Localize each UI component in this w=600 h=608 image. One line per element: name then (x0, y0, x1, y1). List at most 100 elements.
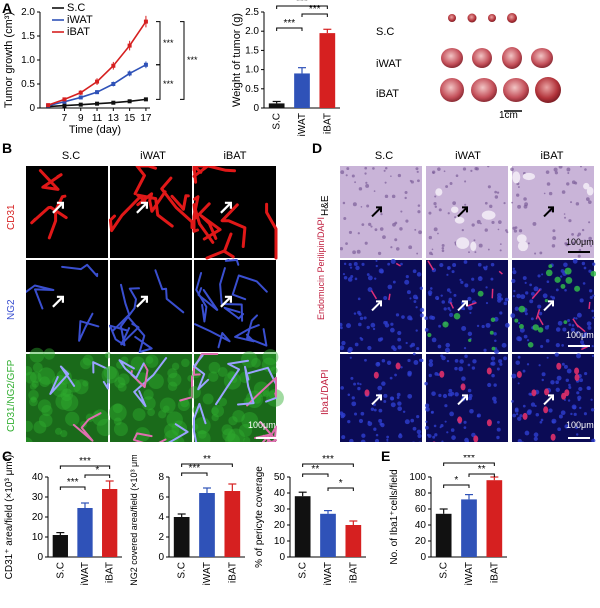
d-dapi-nucleus (580, 340, 585, 345)
d-iba1-cell (550, 433, 556, 441)
photo-row-label-ibat: iBAT (376, 88, 400, 100)
d-dapi-nucleus (463, 420, 467, 424)
d-dapi-nucleus (493, 383, 497, 387)
d-iba1-cell (364, 389, 370, 397)
b-tile-r1-c0 (26, 260, 108, 352)
b-arrow-head (140, 295, 148, 303)
d-dapi-nucleus (546, 356, 549, 359)
d-he-adipocyte (512, 171, 521, 184)
d-dapi-nucleus (499, 296, 502, 299)
d-scale-label-1: 100μm (566, 237, 594, 247)
d-dapi-nucleus (427, 434, 432, 438)
b-gfp-cell (73, 379, 89, 395)
d-he-nucleus (360, 206, 363, 208)
d-dapi-nucleus (434, 371, 439, 376)
d-row-iba1: Iba1/DAPI (320, 369, 331, 415)
growth-sig-bracket-3 (180, 21, 185, 100)
d-dapi-nucleus (448, 297, 453, 302)
d-he-nucleus (343, 216, 347, 220)
d-he-nucleus (478, 243, 483, 248)
b-arrow-icon (52, 202, 64, 214)
d-dapi-nucleus (526, 339, 530, 342)
bar-category-label: iBAT (348, 562, 359, 583)
d-dapi-nucleus (499, 362, 503, 366)
d-he-nucleus (345, 174, 348, 177)
growth-xtick-label: 9 (78, 113, 84, 124)
growth-point (62, 97, 67, 102)
d-dapi-nucleus (515, 360, 520, 365)
d-dapi-nucleus (390, 396, 395, 401)
d-dapi-nucleus (383, 393, 388, 398)
d-arrow-head (376, 300, 382, 307)
d-endomucin-vessel (572, 318, 580, 328)
photo-scale-label: 1cm (499, 110, 518, 121)
d-dapi-nucleus (512, 267, 516, 271)
d-dapi-nucleus (417, 433, 422, 439)
d-dapi-nucleus (440, 424, 444, 428)
d-dapi-nucleus (571, 324, 575, 327)
d-dapi-nucleus (496, 427, 501, 432)
b-vessel (170, 194, 190, 211)
d-dapi-nucleus (380, 422, 385, 428)
d-dapi-nucleus (498, 359, 503, 364)
b-gfp-cell (270, 366, 278, 375)
b-gfp-cell (101, 366, 119, 384)
d-he-nucleus (437, 167, 441, 171)
d-dapi-nucleus (520, 294, 526, 300)
d-dapi-nucleus (424, 425, 429, 430)
b-vessel (136, 193, 174, 228)
d-dapi-nucleus (340, 386, 344, 390)
b-gfp-cell (262, 390, 270, 397)
d-he-nucleus (351, 174, 355, 178)
b-image-grid (26, 166, 284, 442)
bar-category-label: S.C (177, 562, 188, 579)
d-he-nucleus (471, 223, 475, 227)
d-dapi-nucleus (577, 395, 582, 400)
d-dapi-nucleus (398, 433, 403, 439)
d-he-nucleus (464, 180, 467, 183)
d-dapi-nucleus (491, 373, 495, 378)
bar-iWAT (77, 508, 93, 557)
d-dapi-nucleus (412, 352, 416, 356)
d-he-nucleus (441, 249, 445, 253)
b-gfp-cell (208, 371, 219, 382)
d-dapi-nucleus (430, 411, 434, 414)
d-dapi-nucleus (555, 342, 560, 348)
d-dapi-nucleus (449, 411, 455, 417)
d-dapi-nucleus (358, 418, 364, 424)
growth-ytick-label: 1.5 (21, 31, 35, 42)
b-gfp-cell (112, 403, 123, 414)
d-he-nucleus (397, 173, 402, 178)
d-dapi-nucleus (378, 268, 384, 274)
d-arrow-icon (371, 206, 382, 218)
d-dapi-nucleus (555, 327, 561, 332)
bar-sig-label: *** (463, 455, 475, 464)
d-dapi-nucleus (360, 337, 364, 341)
bar-category-label: S.C (272, 113, 283, 130)
b-gfp-cell (262, 349, 279, 366)
b-gfp-cell (92, 409, 109, 426)
d-dapi-nucleus (353, 312, 357, 315)
d-he-nucleus (431, 248, 434, 251)
d-perilipin (537, 327, 544, 333)
growth-xtick-label: 13 (108, 113, 120, 124)
d-dapi-nucleus (467, 296, 472, 301)
d-dapi-nucleus (546, 280, 550, 284)
d-dapi-nucleus (533, 286, 539, 292)
b-arrow-icon (136, 296, 148, 308)
d-he-nucleus (587, 200, 592, 204)
b-vessel (215, 359, 249, 406)
d-dapi-nucleus (383, 399, 387, 403)
b-vessel (192, 166, 214, 178)
d-dapi-nucleus (467, 363, 471, 367)
d-he-nucleus (487, 248, 490, 251)
b-gfp-cell (145, 354, 159, 368)
d-dapi-nucleus (438, 393, 442, 398)
d-dapi-nucleus (444, 404, 448, 408)
d-he-nucleus (553, 167, 558, 172)
d-endomucin-vessel (531, 288, 541, 300)
d-dapi-nucleus (396, 396, 400, 399)
growth-xtick-label: 11 (92, 113, 103, 124)
d-tile-r2-c1 (424, 354, 508, 442)
d-dapi-nucleus (516, 293, 521, 299)
